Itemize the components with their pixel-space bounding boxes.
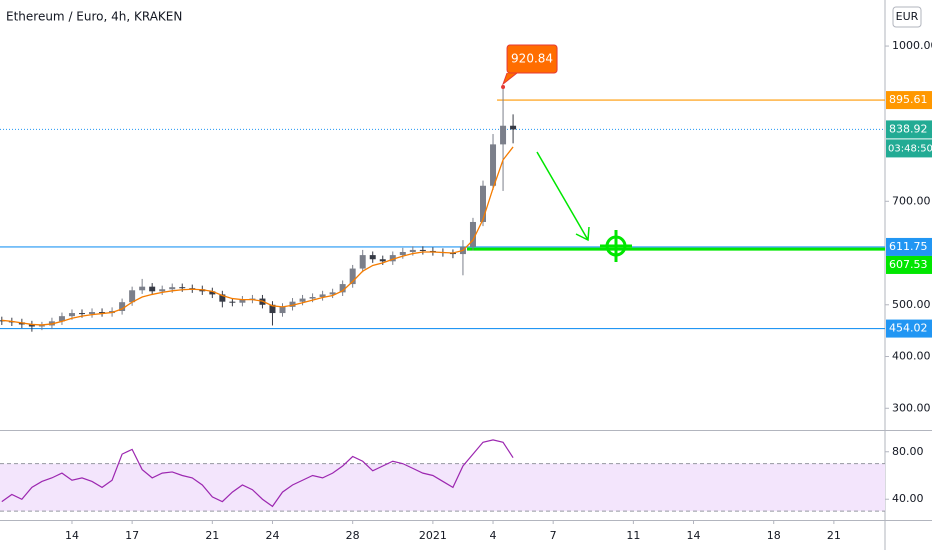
price-level-box bbox=[886, 91, 932, 110]
candle-body bbox=[169, 287, 176, 290]
y-tick-label: 700.00 bbox=[892, 194, 931, 207]
candle-body bbox=[379, 259, 386, 262]
y-tick-label: 1000.00 bbox=[892, 39, 932, 52]
candle-body bbox=[399, 251, 406, 256]
x-tick-label: 7 bbox=[550, 529, 557, 542]
x-tick-label: 17 bbox=[125, 529, 139, 542]
moving-average bbox=[1, 146, 514, 326]
candle-body bbox=[490, 144, 497, 186]
candle-body bbox=[419, 249, 426, 251]
x-tick-label: 28 bbox=[346, 529, 360, 542]
price-level-box bbox=[886, 120, 932, 139]
chart-title: Ethereum / Euro, 4h, KRAKEN bbox=[6, 10, 182, 24]
price-level-box bbox=[886, 237, 932, 256]
peak-label: 920.84 bbox=[511, 52, 553, 66]
candle-body bbox=[99, 312, 106, 314]
price-level-label: 838.92 bbox=[889, 122, 928, 135]
countdown: 03:48:50 bbox=[888, 143, 932, 154]
candle-body bbox=[79, 313, 86, 315]
y-tick-label: 300.00 bbox=[892, 401, 931, 414]
candle-body bbox=[229, 301, 236, 303]
y-tick-label: 500.00 bbox=[892, 298, 931, 311]
target-marker bbox=[600, 230, 632, 262]
x-tick-label: 14 bbox=[65, 529, 79, 542]
candle-body bbox=[369, 255, 376, 260]
candle-body bbox=[480, 185, 487, 222]
candle-body bbox=[389, 255, 396, 262]
candle-body bbox=[319, 294, 326, 298]
y-tick-label: 80.00 bbox=[892, 445, 924, 458]
candle-body bbox=[500, 125, 507, 145]
x-tick-label: 24 bbox=[265, 529, 279, 542]
candle-body bbox=[409, 249, 416, 252]
candle-body bbox=[289, 301, 296, 307]
candle-body bbox=[58, 316, 65, 322]
price-level-box bbox=[886, 255, 932, 274]
rsi-band bbox=[0, 463, 885, 512]
candle-body bbox=[309, 297, 316, 299]
currency-box[interactable] bbox=[892, 6, 922, 28]
candle-body bbox=[179, 287, 186, 289]
price-level-label: 611.75 bbox=[889, 240, 928, 253]
candle-body bbox=[279, 306, 286, 314]
candle-body bbox=[359, 255, 366, 269]
x-tick-label: 11 bbox=[626, 529, 640, 542]
x-tick-label: 2021 bbox=[419, 529, 447, 542]
peak-dot bbox=[501, 85, 506, 90]
x-tick-label: 21 bbox=[205, 529, 219, 542]
candle-body bbox=[129, 290, 136, 303]
candle-body bbox=[209, 291, 216, 295]
countdown-box bbox=[886, 139, 932, 158]
forecast-arrow bbox=[536, 151, 590, 242]
candle-body bbox=[329, 292, 336, 295]
candle-body bbox=[38, 325, 45, 327]
candle-body bbox=[239, 299, 246, 303]
peak-pointer bbox=[501, 72, 518, 86]
currency: EUR bbox=[896, 10, 919, 23]
candle-body bbox=[119, 302, 126, 311]
candle-body bbox=[89, 312, 96, 315]
candle-body bbox=[469, 221, 476, 247]
candle-body bbox=[510, 125, 517, 130]
y-tick-label: 400.00 bbox=[892, 350, 931, 363]
candle-body bbox=[269, 304, 276, 314]
candle-body bbox=[139, 286, 146, 291]
candle-body bbox=[28, 324, 35, 327]
x-tick-label: 4 bbox=[490, 529, 497, 542]
x-tick-label: 18 bbox=[767, 529, 781, 542]
candle-body bbox=[299, 298, 306, 302]
price-level-box bbox=[886, 319, 932, 338]
price-level-label: 607.53 bbox=[889, 258, 928, 271]
y-tick-label: 40.00 bbox=[892, 492, 924, 505]
price-level-label: 895.61 bbox=[889, 93, 928, 106]
candle-body bbox=[349, 268, 356, 285]
x-tick-label: 21 bbox=[827, 529, 841, 542]
candle-body bbox=[149, 286, 156, 292]
rsi-line bbox=[1, 439, 514, 508]
candle-body bbox=[159, 289, 166, 292]
candle-body bbox=[219, 294, 226, 302]
price-level-label: 454.02 bbox=[889, 322, 928, 335]
candle-body bbox=[68, 313, 75, 317]
peak-box bbox=[506, 44, 558, 74]
x-tick-label: 14 bbox=[687, 529, 701, 542]
candle-body bbox=[339, 284, 346, 293]
